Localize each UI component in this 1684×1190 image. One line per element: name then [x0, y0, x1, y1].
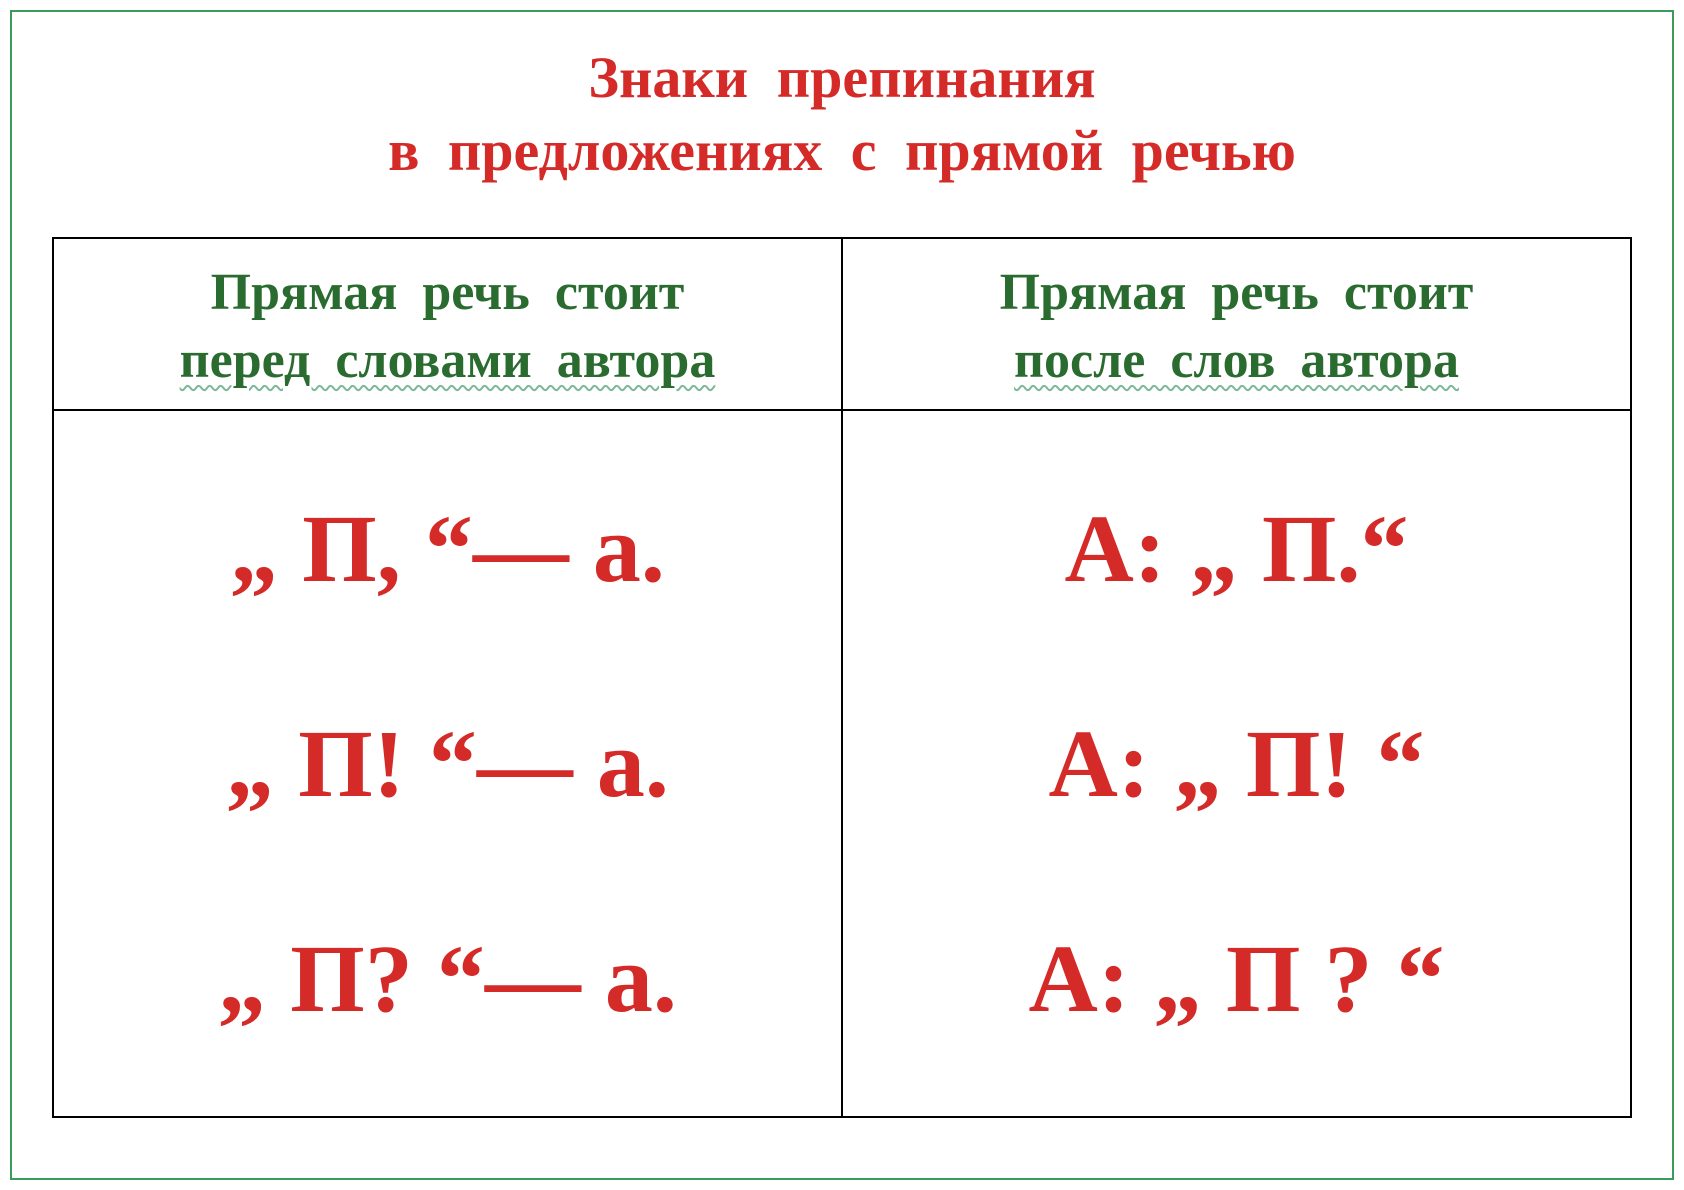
right-header-line-1: Прямая речь стоит: [868, 259, 1605, 327]
formula-right-2: А: „ П! “: [1049, 687, 1425, 841]
column-left-header: Прямая речь стоит перед словами автора: [54, 239, 841, 411]
left-header-line-1: Прямая речь стоит: [79, 259, 816, 327]
formula-left-3: „ П? “— а.: [218, 902, 677, 1056]
formula-left-1: „ П, “— а.: [230, 472, 665, 626]
main-title: Знаки препинания в предложениях с прямой…: [52, 42, 1632, 187]
left-header-line-2: перед словами автора: [79, 327, 816, 395]
column-left-body: „ П, “— а. „ П! “— а. „ П? “— а.: [54, 411, 841, 1116]
column-right: Прямая речь стоит после слов автора А: „…: [843, 239, 1630, 1116]
column-left: Прямая речь стоит перед словами автора „…: [54, 239, 843, 1116]
formula-right-1: А: „ П.“: [1065, 472, 1409, 626]
title-line-2: в предложениях с прямой речью: [52, 115, 1632, 188]
formula-left-2: „ П! “— а.: [226, 687, 669, 841]
poster-container: Знаки препинания в предложениях с прямой…: [10, 10, 1674, 1180]
rules-table: Прямая речь стоит перед словами автора „…: [52, 237, 1632, 1118]
right-header-line-2: после слов автора: [868, 327, 1605, 395]
title-line-1: Знаки препинания: [52, 42, 1632, 115]
formula-right-3: А: „ П ? “: [1029, 902, 1445, 1056]
column-right-body: А: „ П.“ А: „ П! “ А: „ П ? “: [843, 411, 1630, 1116]
column-right-header: Прямая речь стоит после слов автора: [843, 239, 1630, 411]
